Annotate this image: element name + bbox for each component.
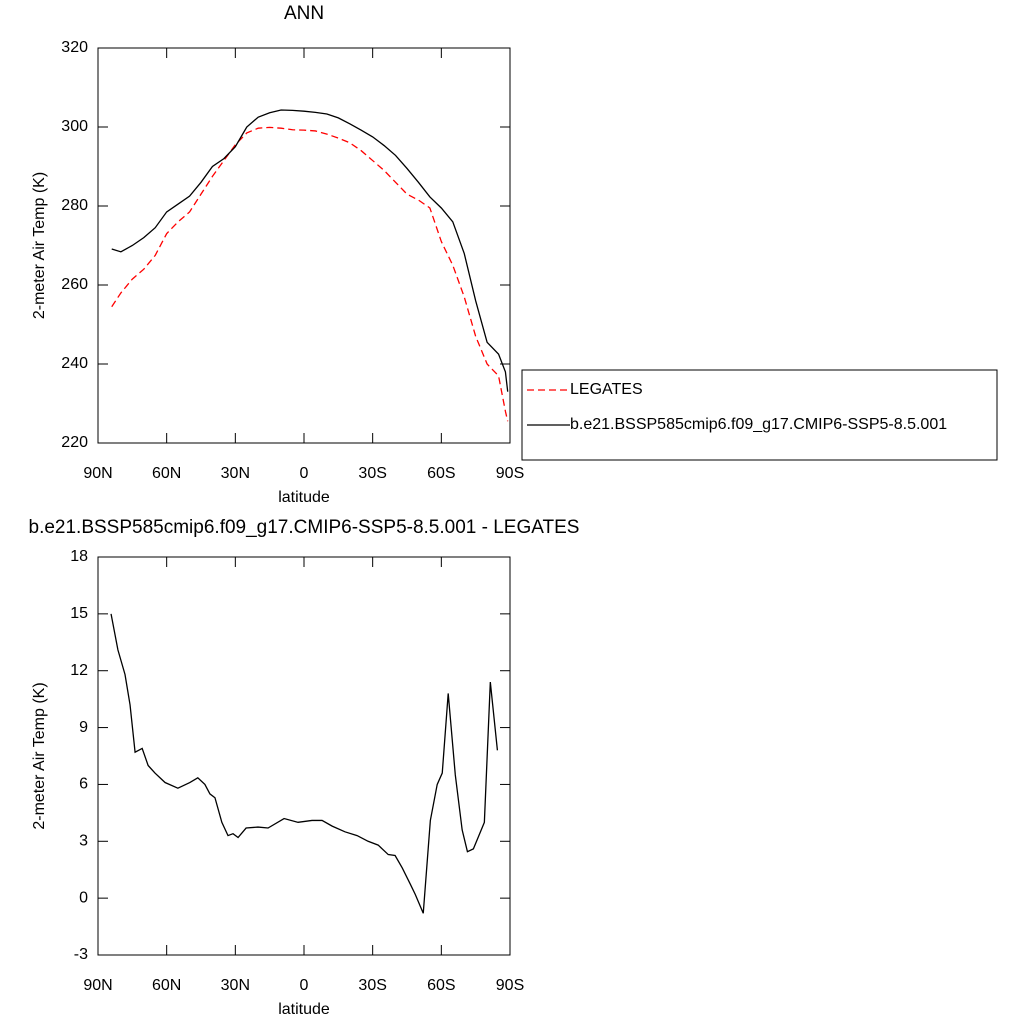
legend-label: b.e21.BSSP585cmip6.f09_g17.CMIP6-SSP5-8.… — [570, 416, 947, 433]
y-tick-label: 0 — [79, 889, 88, 906]
y-tick-label: -3 — [74, 946, 88, 963]
x-tick-label: 30S — [358, 977, 386, 994]
data-line — [110, 613, 499, 914]
plot-frame — [97, 556, 511, 956]
y-tick-label: 3 — [79, 833, 88, 850]
y-tick-label: 260 — [61, 276, 88, 293]
y-tick-label: 15 — [70, 605, 88, 622]
x-tick-label: 90S — [496, 465, 524, 482]
x-tick-label: 60S — [427, 977, 455, 994]
x-tick-label: 90N — [83, 465, 112, 482]
y-axis-label: 2-meter Air Temp (K) — [31, 682, 48, 829]
y-tick-label: 300 — [61, 118, 88, 135]
y-tick-label: 320 — [61, 39, 88, 56]
y-tick-label: 9 — [79, 719, 88, 736]
x-tick-label: 0 — [300, 977, 309, 994]
x-tick-label: 30S — [358, 465, 386, 482]
chart-title: b.e21.BSSP585cmip6.f09_g17.CMIP6-SSP5-8.… — [29, 517, 580, 538]
x-tick-label: 60S — [427, 465, 455, 482]
x-tick-label: 0 — [300, 465, 309, 482]
y-tick-label: 6 — [79, 776, 88, 793]
y-tick-label: 280 — [61, 197, 88, 214]
x-tick-label: 60N — [152, 465, 181, 482]
y-axis-label: 2-meter Air Temp (K) — [31, 172, 48, 319]
data-line — [111, 126, 509, 422]
x-tick-label: 90S — [496, 977, 524, 994]
data-line — [111, 109, 509, 392]
x-tick-label: 60N — [152, 977, 181, 994]
chart-title: ANN — [284, 3, 324, 24]
x-tick-label: 30N — [221, 977, 250, 994]
x-axis-label: latitude — [278, 489, 330, 506]
y-tick-label: 220 — [61, 434, 88, 451]
y-tick-label: 18 — [70, 548, 88, 565]
x-tick-label: 30N — [221, 465, 250, 482]
legend-label: LEGATES — [570, 381, 643, 398]
x-tick-label: 90N — [83, 977, 112, 994]
y-tick-label: 12 — [70, 662, 88, 679]
x-axis-label: latitude — [278, 1001, 330, 1018]
legend-box — [521, 369, 998, 461]
y-tick-label: 240 — [61, 355, 88, 372]
